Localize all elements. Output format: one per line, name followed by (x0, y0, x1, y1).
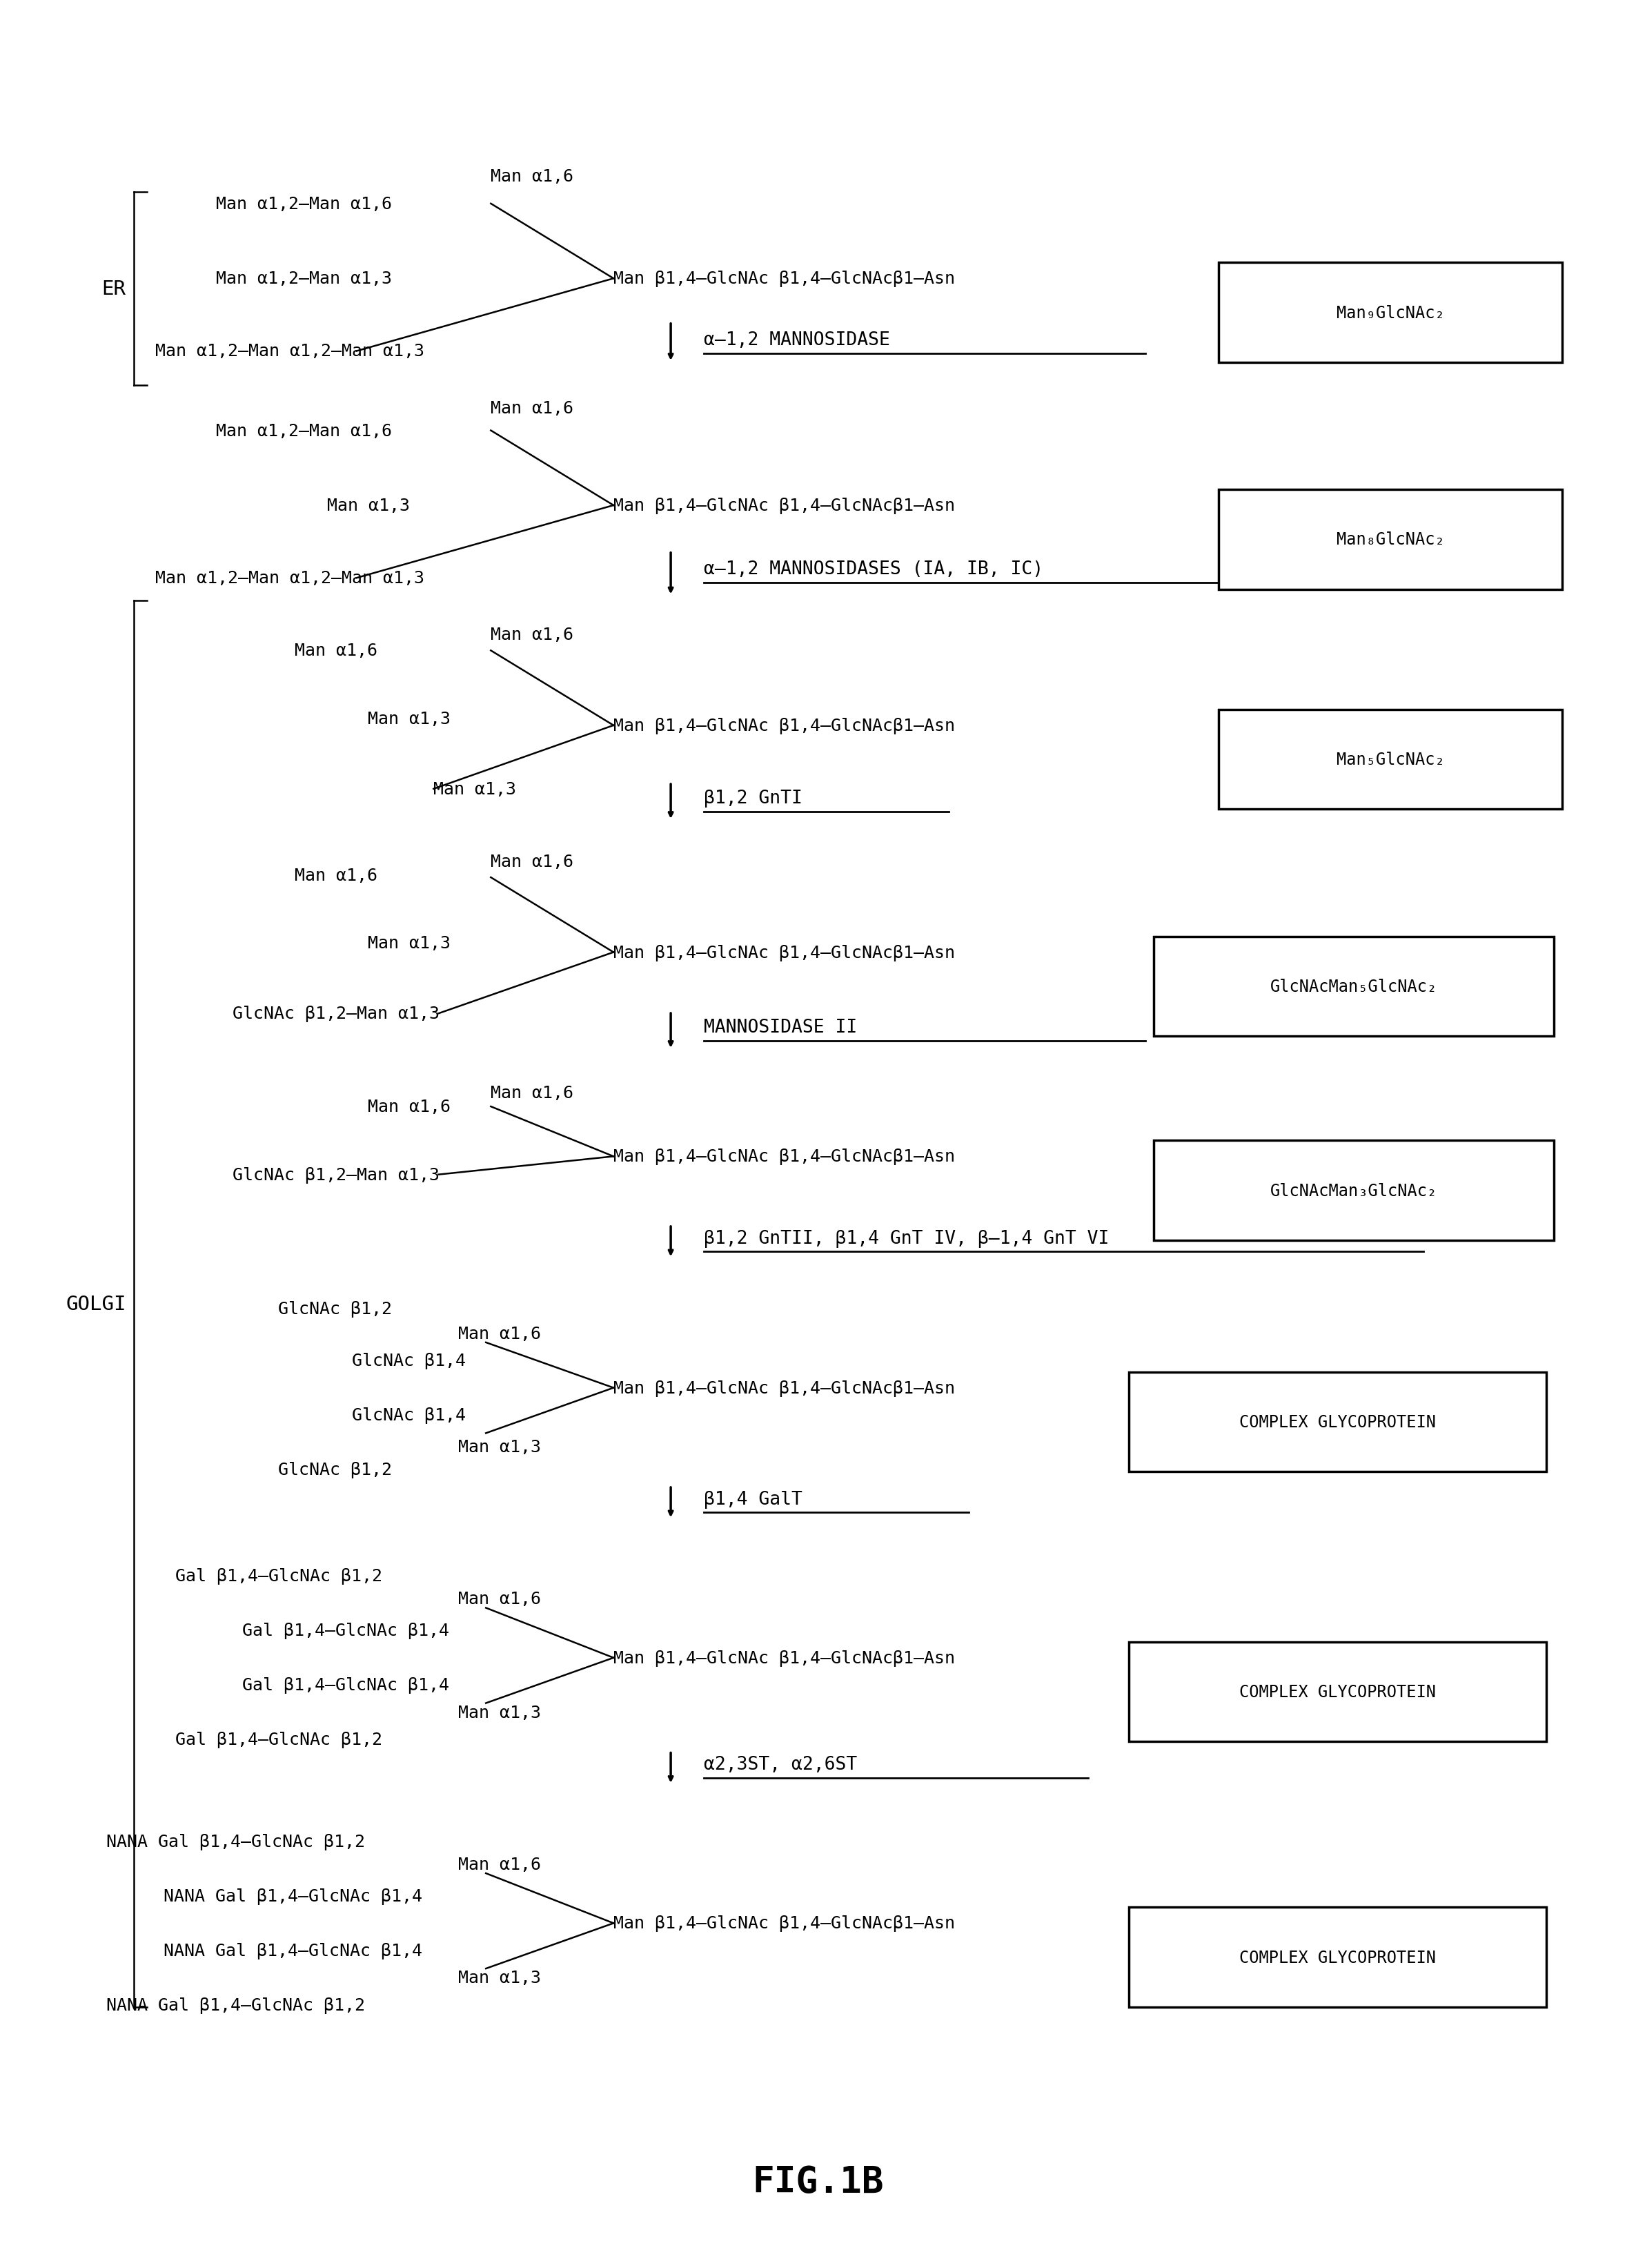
Text: COMPLEX GLYCOPROTEIN: COMPLEX GLYCOPROTEIN (1238, 1948, 1436, 1966)
Text: GlcNAc β1,2–Man α1,3: GlcNAc β1,2–Man α1,3 (232, 1005, 440, 1023)
Text: Man α1,3: Man α1,3 (458, 1703, 542, 1721)
Text: Gal β1,4–GlcNAc β1,2: Gal β1,4–GlcNAc β1,2 (175, 1567, 383, 1585)
Text: GlcNAc β1,2: GlcNAc β1,2 (278, 1461, 393, 1479)
Text: COMPLEX GLYCOPROTEIN: COMPLEX GLYCOPROTEIN (1238, 1683, 1436, 1701)
Text: Man β1,4–GlcNAc β1,4–GlcNAcβ1–Asn: Man β1,4–GlcNAc β1,4–GlcNAcβ1–Asn (614, 717, 955, 735)
Text: Man α1,3: Man α1,3 (458, 1969, 542, 1987)
Text: Man β1,4–GlcNAc β1,4–GlcNAcβ1–Asn: Man β1,4–GlcNAc β1,4–GlcNAcβ1–Asn (614, 943, 955, 962)
Text: Man₈GlcNAc₂: Man₈GlcNAc₂ (1337, 531, 1445, 549)
Text: α2,3ST, α2,6ST: α2,3ST, α2,6ST (703, 1755, 857, 1774)
Text: GlcNAcMan₅GlcNAc₂: GlcNAcMan₅GlcNAc₂ (1270, 978, 1438, 996)
Text: GlcNAc β1,2: GlcNAc β1,2 (278, 1300, 393, 1318)
Text: β1,2 GnTI: β1,2 GnTI (703, 789, 802, 807)
FancyBboxPatch shape (1219, 490, 1562, 590)
Text: FIG.1B: FIG.1B (753, 2164, 883, 2200)
FancyBboxPatch shape (1219, 710, 1562, 810)
Text: Man α1,6: Man α1,6 (491, 853, 574, 871)
Text: GOLGI: GOLGI (65, 1295, 126, 1313)
Text: Man α1,6: Man α1,6 (294, 642, 378, 660)
Text: α–1,2 MANNOSIDASE: α–1,2 MANNOSIDASE (703, 331, 890, 349)
Text: COMPLEX GLYCOPROTEIN: COMPLEX GLYCOPROTEIN (1238, 1413, 1436, 1431)
Text: β1,2 GnTII, β1,4 GnT IV, β–1,4 GnT VI: β1,2 GnTII, β1,4 GnT IV, β–1,4 GnT VI (703, 1229, 1109, 1247)
Text: Man α1,6: Man α1,6 (491, 399, 574, 417)
Text: Man α1,6: Man α1,6 (294, 866, 378, 885)
Text: Man α1,2–Man α1,3: Man α1,2–Man α1,3 (216, 270, 393, 288)
Text: NANA Gal β1,4–GlcNAc β1,4: NANA Gal β1,4–GlcNAc β1,4 (164, 1941, 422, 1960)
Text: MANNOSIDASE II: MANNOSIDASE II (703, 1018, 857, 1036)
Text: Man α1,3: Man α1,3 (368, 934, 452, 953)
Text: Man α1,6: Man α1,6 (458, 1590, 542, 1608)
FancyBboxPatch shape (1129, 1372, 1546, 1472)
Text: Man₅GlcNAc₂: Man₅GlcNAc₂ (1337, 751, 1445, 769)
Text: Man α1,2–Man α1,2–Man α1,3: Man α1,2–Man α1,2–Man α1,3 (155, 342, 424, 361)
Text: Man α1,6: Man α1,6 (458, 1855, 542, 1873)
Text: Man α1,6: Man α1,6 (368, 1098, 452, 1116)
Text: GlcNAcMan₃GlcNAc₂: GlcNAcMan₃GlcNAc₂ (1270, 1182, 1438, 1200)
Text: Man α1,6: Man α1,6 (458, 1325, 542, 1343)
Text: GlcNAc β1,4: GlcNAc β1,4 (352, 1406, 466, 1424)
FancyBboxPatch shape (1153, 1141, 1554, 1241)
Text: Gal β1,4–GlcNAc β1,2: Gal β1,4–GlcNAc β1,2 (175, 1730, 383, 1749)
Text: Man β1,4–GlcNAc β1,4–GlcNAcβ1–Asn: Man β1,4–GlcNAc β1,4–GlcNAcβ1–Asn (614, 270, 955, 288)
Text: Man β1,4–GlcNAc β1,4–GlcNAcβ1–Asn: Man β1,4–GlcNAc β1,4–GlcNAcβ1–Asn (614, 1649, 955, 1667)
Text: Man α1,3: Man α1,3 (327, 497, 411, 515)
Text: Man α1,6: Man α1,6 (491, 168, 574, 186)
Text: Man₉GlcNAc₂: Man₉GlcNAc₂ (1337, 304, 1445, 322)
Text: Man β1,4–GlcNAc β1,4–GlcNAcβ1–Asn: Man β1,4–GlcNAc β1,4–GlcNAcβ1–Asn (614, 497, 955, 515)
Text: Man α1,6: Man α1,6 (491, 626, 574, 644)
Text: Man α1,6: Man α1,6 (491, 1084, 574, 1102)
Text: GlcNAc β1,4: GlcNAc β1,4 (352, 1352, 466, 1370)
Text: Man β1,4–GlcNAc β1,4–GlcNAcβ1–Asn: Man β1,4–GlcNAc β1,4–GlcNAcβ1–Asn (614, 1379, 955, 1397)
Text: Man α1,3: Man α1,3 (368, 710, 452, 728)
Text: Man α1,3: Man α1,3 (434, 780, 517, 798)
Text: α–1,2 MANNOSIDASES (IA, IB, IC): α–1,2 MANNOSIDASES (IA, IB, IC) (703, 560, 1044, 578)
Text: Man β1,4–GlcNAc β1,4–GlcNAcβ1–Asn: Man β1,4–GlcNAc β1,4–GlcNAcβ1–Asn (614, 1148, 955, 1166)
Text: Man α1,2–Man α1,6: Man α1,2–Man α1,6 (216, 422, 393, 440)
Text: Man β1,4–GlcNAc β1,4–GlcNAcβ1–Asn: Man β1,4–GlcNAc β1,4–GlcNAcβ1–Asn (614, 1914, 955, 1932)
Text: Gal β1,4–GlcNAc β1,4: Gal β1,4–GlcNAc β1,4 (242, 1622, 450, 1640)
Text: NANA Gal β1,4–GlcNAc β1,2: NANA Gal β1,4–GlcNAc β1,2 (106, 1996, 365, 2014)
Text: GlcNAc β1,2–Man α1,3: GlcNAc β1,2–Man α1,3 (232, 1166, 440, 1184)
Text: Gal β1,4–GlcNAc β1,4: Gal β1,4–GlcNAc β1,4 (242, 1676, 450, 1694)
Text: NANA Gal β1,4–GlcNAc β1,2: NANA Gal β1,4–GlcNAc β1,2 (106, 1833, 365, 1851)
Text: β1,4 GalT: β1,4 GalT (703, 1490, 802, 1508)
Text: Man α1,3: Man α1,3 (458, 1438, 542, 1456)
Text: ER: ER (101, 279, 126, 299)
FancyBboxPatch shape (1129, 1907, 1546, 2007)
FancyBboxPatch shape (1129, 1642, 1546, 1742)
FancyBboxPatch shape (1219, 263, 1562, 363)
FancyBboxPatch shape (1153, 937, 1554, 1036)
Text: Man α1,2–Man α1,6: Man α1,2–Man α1,6 (216, 195, 393, 213)
Text: Man α1,2–Man α1,2–Man α1,3: Man α1,2–Man α1,2–Man α1,3 (155, 569, 424, 587)
Text: NANA Gal β1,4–GlcNAc β1,4: NANA Gal β1,4–GlcNAc β1,4 (164, 1887, 422, 1905)
